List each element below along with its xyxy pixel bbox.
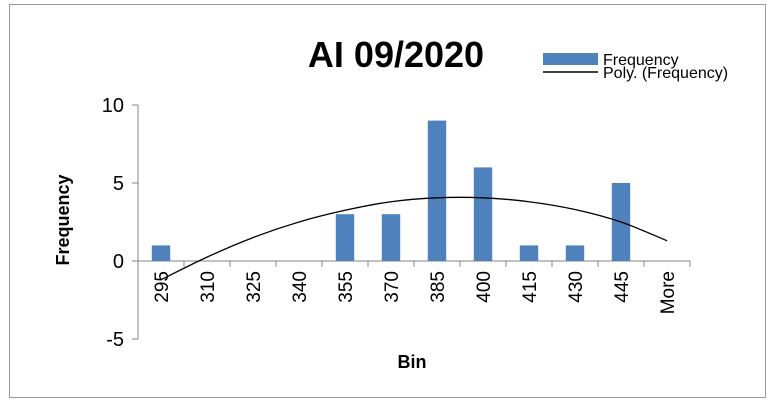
x-tick-label: 385 xyxy=(428,271,449,303)
y-axis-label: Frequency xyxy=(53,174,73,265)
bar-400 xyxy=(474,167,492,261)
x-tick-label: 400 xyxy=(474,271,495,303)
x-tick-label: 430 xyxy=(566,271,587,303)
trendline-poly xyxy=(161,197,667,279)
legend-swatch-bar xyxy=(543,53,598,65)
x-tick-label: 415 xyxy=(520,271,541,303)
bar-355 xyxy=(336,214,354,261)
x-tick-label: 340 xyxy=(290,271,311,303)
legend-label-trendline: Poly. (Frequency) xyxy=(603,65,728,82)
bar-385 xyxy=(428,121,446,261)
chart-title: AI 09/2020 xyxy=(308,34,484,75)
y-tick-label: 10 xyxy=(102,95,124,117)
x-tick-label: 445 xyxy=(612,271,633,303)
x-tick-label: 310 xyxy=(198,271,219,303)
bar-295 xyxy=(152,245,170,261)
x-tick-label: 325 xyxy=(244,271,265,303)
bar-430 xyxy=(566,245,584,261)
bar-370 xyxy=(382,214,400,261)
legend: Frequency Poly. (Frequency) xyxy=(543,52,728,82)
x-tick-label: 355 xyxy=(336,271,357,303)
y-tick-label: -5 xyxy=(106,329,124,351)
y-tick-label: 5 xyxy=(113,173,124,195)
y-tick-label: 0 xyxy=(113,251,124,273)
x-tick-label: More xyxy=(658,271,679,314)
x-axis-label: Bin xyxy=(398,352,427,372)
x-tick-label: 370 xyxy=(382,271,403,303)
bar-415 xyxy=(520,245,538,261)
